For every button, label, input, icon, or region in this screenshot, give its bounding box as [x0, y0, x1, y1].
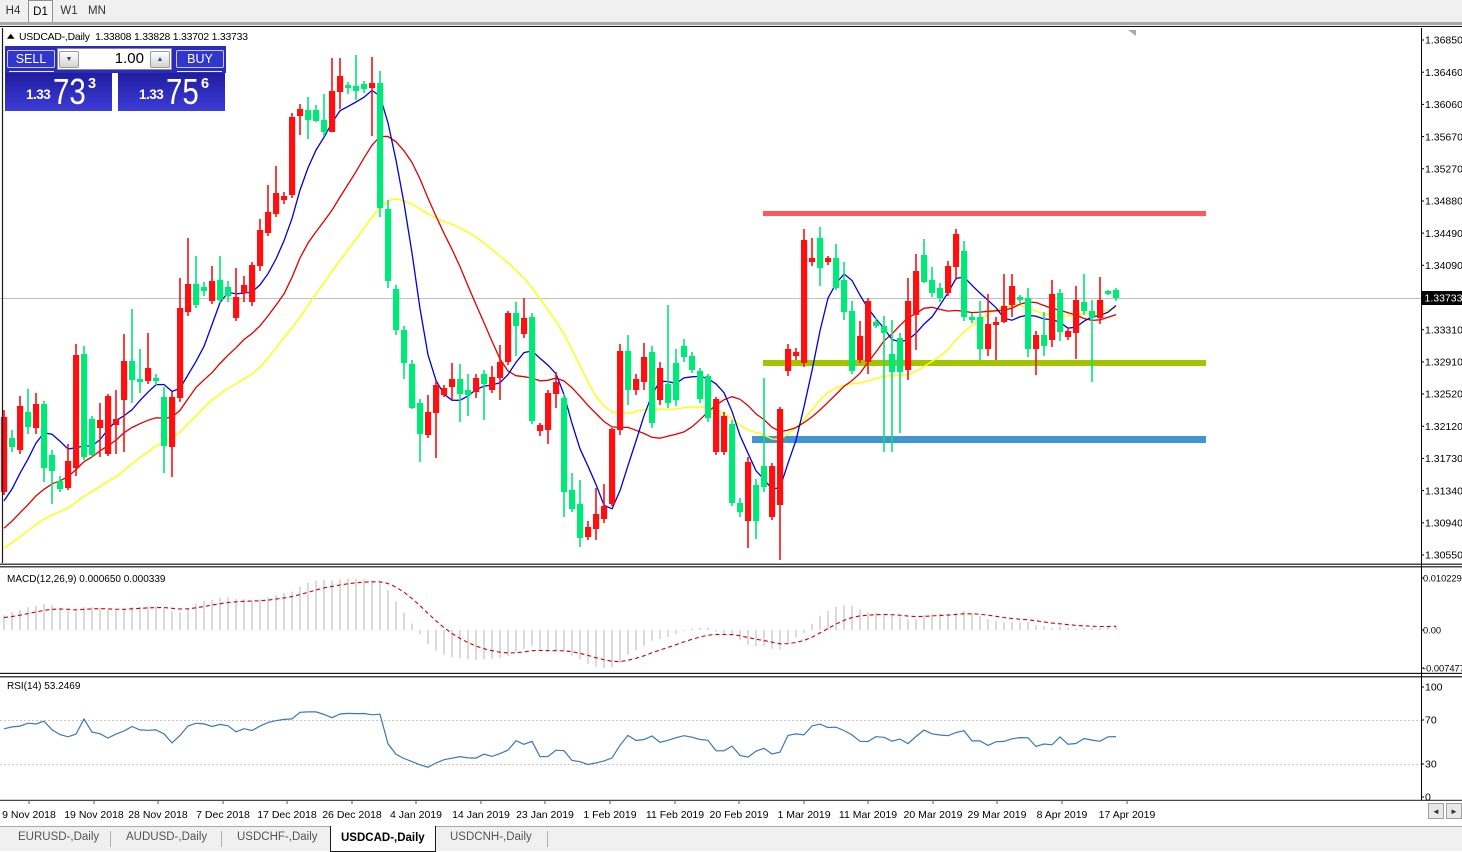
svg-text:1.30550: 1.30550: [1425, 550, 1462, 562]
svg-text:1.34490: 1.34490: [1425, 228, 1462, 240]
svg-text:1.31340: 1.31340: [1425, 485, 1462, 497]
svg-text:70: 70: [1425, 715, 1437, 727]
svg-text:0.010229: 0.010229: [1423, 573, 1462, 583]
svg-text:1.33733: 1.33733: [1425, 293, 1462, 305]
svg-text:4 Jan 2019: 4 Jan 2019: [390, 809, 442, 821]
svg-text:1.36060: 1.36060: [1425, 99, 1462, 111]
svg-text:-0.007477: -0.007477: [1423, 663, 1462, 673]
svg-text:1.34880: 1.34880: [1425, 196, 1462, 208]
svg-text:14 Jan 2019: 14 Jan 2019: [452, 809, 510, 821]
svg-text:11 Feb 2019: 11 Feb 2019: [646, 809, 704, 821]
svg-text:1 Mar 2019: 1 Mar 2019: [777, 809, 830, 821]
svg-text:1 Feb 2019: 1 Feb 2019: [583, 809, 636, 821]
svg-text:29 Mar 2019: 29 Mar 2019: [968, 809, 1027, 821]
svg-text:MACD(12,26,9) 0.000650 0.00033: MACD(12,26,9) 0.000650 0.000339: [7, 574, 166, 585]
svg-text:23 Jan 2019: 23 Jan 2019: [516, 809, 574, 821]
svg-text:9 Nov 2018: 9 Nov 2018: [2, 809, 56, 821]
svg-text:1.30940: 1.30940: [1425, 518, 1462, 530]
svg-text:1.36460: 1.36460: [1425, 67, 1462, 79]
svg-text:7 Dec 2018: 7 Dec 2018: [196, 809, 250, 821]
svg-text:1.33310: 1.33310: [1425, 324, 1462, 336]
svg-text:20 Feb 2019: 20 Feb 2019: [710, 809, 769, 821]
svg-text:1.31730: 1.31730: [1425, 453, 1462, 465]
svg-text:11 Mar 2019: 11 Mar 2019: [839, 809, 897, 821]
svg-text:17 Apr 2019: 17 Apr 2019: [1099, 809, 1156, 821]
svg-text:26 Dec 2018: 26 Dec 2018: [322, 809, 382, 821]
svg-text:20 Mar 2019: 20 Mar 2019: [904, 809, 963, 821]
svg-text:1.32520: 1.32520: [1425, 389, 1462, 401]
svg-text:1.32910: 1.32910: [1425, 357, 1462, 369]
svg-text:30: 30: [1425, 759, 1437, 771]
svg-text:28 Nov 2018: 28 Nov 2018: [128, 809, 188, 821]
svg-text:1.35270: 1.35270: [1425, 164, 1462, 176]
svg-text:19 Nov 2018: 19 Nov 2018: [64, 809, 124, 821]
svg-text:100: 100: [1425, 682, 1443, 694]
svg-text:1.32120: 1.32120: [1425, 421, 1462, 433]
svg-text:1.34090: 1.34090: [1425, 260, 1462, 272]
svg-text:RSI(14) 53.2469: RSI(14) 53.2469: [7, 681, 81, 692]
svg-text:8 Apr 2019: 8 Apr 2019: [1037, 809, 1088, 821]
svg-text:1.35670: 1.35670: [1425, 131, 1462, 143]
svg-text:17 Dec 2018: 17 Dec 2018: [257, 809, 317, 821]
svg-text:1.36850: 1.36850: [1425, 35, 1462, 47]
svg-text:0.00: 0.00: [1423, 625, 1441, 635]
svg-text:0: 0: [1425, 792, 1431, 804]
svg-text:USDCAD-,Daily 1.33808 1.33828: USDCAD-,Daily 1.33808 1.33828 1.33702 1.…: [19, 32, 248, 43]
